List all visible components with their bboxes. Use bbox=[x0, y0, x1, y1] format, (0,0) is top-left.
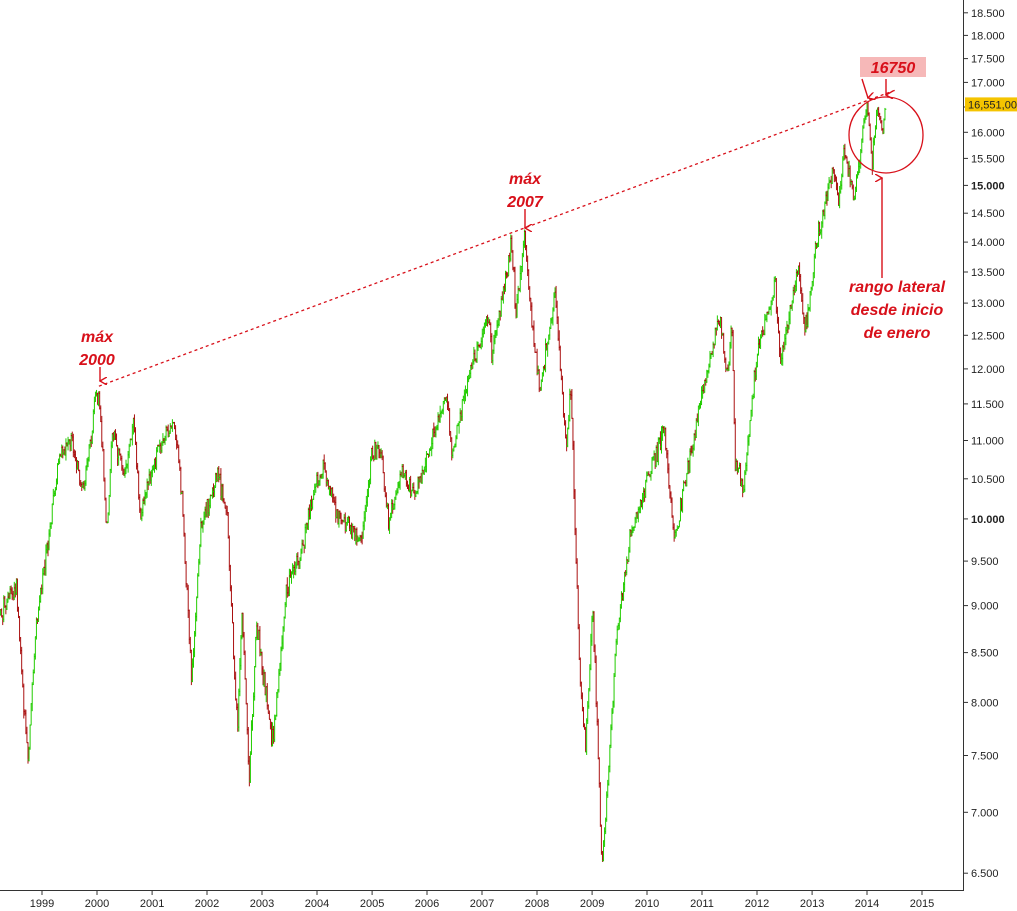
y-tick-label: 17.500 bbox=[971, 54, 1005, 66]
annotation-max-2007: máx bbox=[509, 171, 542, 188]
annotation-rango-lateral: rango lateral bbox=[849, 279, 946, 296]
x-tick-label: 2004 bbox=[305, 898, 329, 910]
arrow-16750-left bbox=[861, 78, 868, 98]
x-tick-label: 2015 bbox=[910, 898, 934, 910]
y-tick-label: 17.000 bbox=[971, 77, 1005, 89]
x-tick-label: 2013 bbox=[800, 898, 824, 910]
x-tick-label: 2011 bbox=[690, 898, 714, 910]
candle bbox=[102, 448, 106, 482]
candle bbox=[104, 497, 108, 523]
candle bbox=[50, 503, 54, 525]
y-tick-label: 12.000 bbox=[971, 364, 1005, 376]
annotation-max-2007: 2007 bbox=[506, 194, 544, 211]
last-price-label: 16,551,00 bbox=[968, 99, 1017, 111]
y-tick-label: 8.000 bbox=[971, 697, 999, 709]
candle bbox=[576, 585, 580, 630]
candle bbox=[513, 266, 517, 309]
x-tick-label: 2007 bbox=[470, 898, 494, 910]
y-tick-label: 13.500 bbox=[971, 267, 1005, 279]
y-tick-label: 14.500 bbox=[971, 208, 1005, 220]
candle bbox=[530, 302, 534, 328]
x-tick-label: 2003 bbox=[250, 898, 274, 910]
y-tick-label: 10.500 bbox=[971, 474, 1005, 486]
x-tick-label: 2012 bbox=[745, 898, 769, 910]
range-circle bbox=[848, 96, 924, 174]
candle bbox=[107, 494, 111, 516]
x-tick-label: 2002 bbox=[195, 898, 219, 910]
x-tick-label: 2006 bbox=[415, 898, 439, 910]
candle bbox=[575, 558, 579, 589]
x-tick-label: 2010 bbox=[635, 898, 659, 910]
candle bbox=[254, 636, 258, 668]
y-tick-label: 13.000 bbox=[971, 298, 1005, 310]
y-tick-label: 8.500 bbox=[971, 648, 999, 660]
candle bbox=[179, 466, 183, 495]
y-tick-label: 12.500 bbox=[971, 330, 1005, 342]
annotations: máx 2000 máx 2007 16750 rango lateral desde in… bbox=[78, 57, 946, 387]
y-tick-label: 11.500 bbox=[971, 399, 1004, 411]
y-tick-label: 11.000 bbox=[971, 436, 1004, 448]
candle bbox=[56, 463, 59, 485]
y-tick-label: 6.500 bbox=[971, 868, 999, 880]
trendline bbox=[98, 89, 897, 387]
x-tick-label: 1999 bbox=[30, 898, 54, 910]
annotation-16750: 16750 bbox=[871, 60, 916, 77]
candle bbox=[244, 678, 248, 705]
y-tick-label: 18.500 bbox=[971, 8, 1005, 20]
x-tick-label: 2014 bbox=[855, 898, 879, 910]
y-tick-label: 14.000 bbox=[971, 237, 1005, 249]
x-tick-label: 2008 bbox=[525, 898, 549, 910]
candle bbox=[722, 332, 726, 354]
candle bbox=[103, 477, 107, 501]
candle bbox=[196, 573, 200, 599]
y-tick-label: 15.500 bbox=[971, 153, 1005, 165]
candle bbox=[181, 490, 185, 517]
annotation-rango-lateral: de enero bbox=[864, 325, 931, 342]
candle bbox=[577, 624, 581, 661]
candle bbox=[598, 782, 602, 827]
y-tick-label: 9.500 bbox=[971, 556, 999, 568]
candle-series bbox=[0, 100, 887, 862]
y-tick-label: 16.000 bbox=[971, 127, 1005, 139]
annotation-16750-bg bbox=[860, 57, 926, 77]
candle bbox=[625, 556, 629, 576]
y-tick-label: 7.000 bbox=[971, 807, 999, 819]
annotation-max-2000: máx bbox=[81, 329, 114, 346]
candle bbox=[732, 370, 736, 425]
x-tick-label: 2005 bbox=[360, 898, 384, 910]
x-tick-label: 2001 bbox=[140, 898, 164, 910]
candle bbox=[183, 532, 187, 564]
candle bbox=[532, 320, 536, 347]
last-price-badge bbox=[965, 97, 1017, 112]
candle bbox=[561, 375, 564, 395]
candle bbox=[612, 673, 616, 708]
candle bbox=[232, 622, 235, 660]
y-tick-label: 7.500 bbox=[971, 751, 999, 763]
candle bbox=[600, 824, 603, 855]
x-tick-label: 2000 bbox=[85, 898, 109, 910]
y-tick-label: 18.000 bbox=[971, 30, 1005, 42]
candle bbox=[226, 512, 230, 539]
annotation-max-2000: 2000 bbox=[78, 352, 115, 369]
y-tick-label: 9.000 bbox=[971, 601, 999, 613]
candle bbox=[594, 655, 598, 708]
candle bbox=[28, 724, 32, 750]
x-tick-label: 2009 bbox=[580, 898, 604, 910]
candle bbox=[33, 636, 37, 660]
annotation-rango-lateral: desde inicio bbox=[851, 302, 944, 319]
y-tick-label: 15.000 bbox=[971, 180, 1005, 192]
candle bbox=[883, 107, 887, 121]
y-tick-label: 10.000 bbox=[971, 514, 1005, 526]
